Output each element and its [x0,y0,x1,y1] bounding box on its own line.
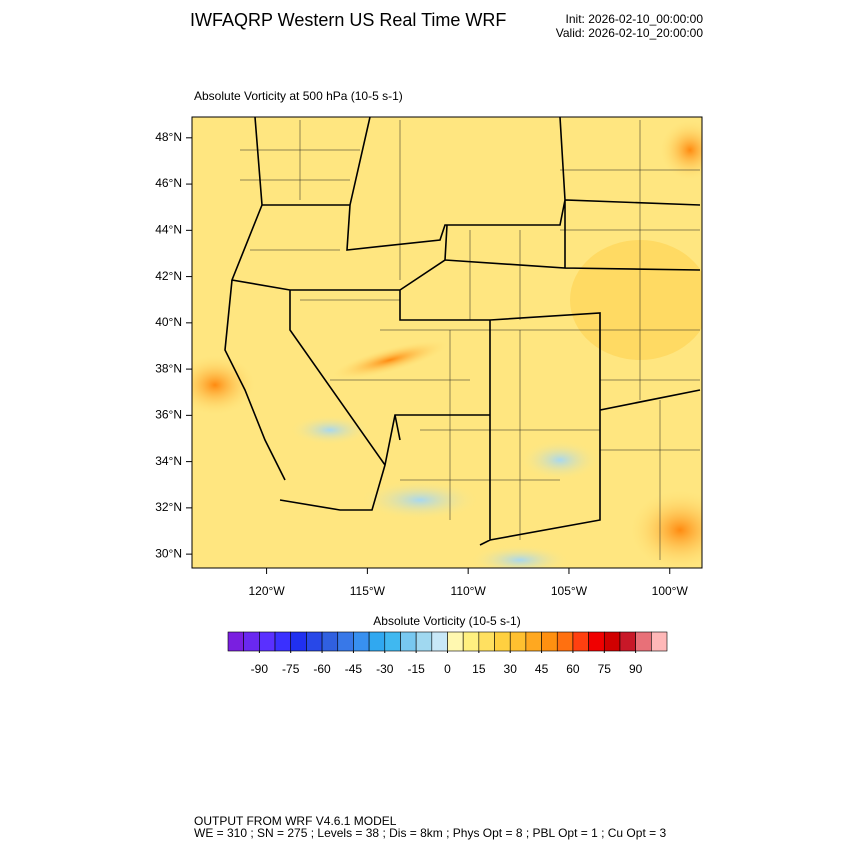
colorbar-box [431,631,448,652]
y-tick-label: 32°N [155,500,182,514]
colorbar-box [306,631,323,652]
map-field [192,117,702,568]
colorbar-box [259,631,276,652]
y-tick-label: 42°N [155,269,182,283]
colorbar-box [651,631,668,652]
x-tick-label: 120°W [249,584,286,598]
colorbar-tick-label: -15 [407,662,425,676]
colorbar-tick-label: -60 [313,662,331,676]
y-tick-label: 44°N [155,223,182,237]
subtitle: Absolute Vorticity at 500 hPa (10-5 s-1) [194,89,403,103]
colorbar-box [368,631,386,652]
y-tick-label: 48°N [155,130,182,144]
y-tick-label: 38°N [155,361,182,375]
colorbar-title: Absolute Vorticity (10-5 s-1) [373,614,520,628]
colorbar-box [635,631,652,652]
colorbar-box [415,631,433,652]
colorbar-tick-label: -75 [282,662,300,676]
colorbar-box [337,631,354,652]
y-tick-label: 40°N [155,315,182,329]
colorbar-box [572,631,589,652]
y-tick-label: 46°N [155,176,182,190]
colorbar-tick-label: -45 [345,662,363,676]
colorbar-box [588,631,605,652]
x-tick-label: 100°W [652,584,689,598]
colorbar-box [274,631,292,652]
map-frame [191,116,703,569]
colorbar-tick-label: 60 [566,662,580,676]
colorbar-box [478,631,495,652]
colorbar-box [227,631,244,652]
colorbar-box [243,631,260,652]
colorbar-tick-label: 45 [535,662,549,676]
colorbar-box [321,631,339,652]
colorbar-tick-label: -90 [251,662,269,676]
title: IWFAQRP Western US Real Time WRF [190,10,506,30]
footer-line: WE = 310 ; SN = 275 ; Levels = 38 ; Dis … [194,826,666,840]
colorbar-box [400,631,417,652]
colorbar-box [353,631,370,652]
colorbar-box [384,631,401,652]
colorbar-box [541,631,558,652]
colorbar-box [556,631,574,652]
colorbar-box [447,631,464,652]
y-tick-label: 30°N [155,546,182,560]
x-tick-label: 105°W [551,584,588,598]
y-tick-label: 34°N [155,454,182,468]
y-tick-label: 36°N [155,408,182,422]
colorbar-box [509,631,527,652]
colorbar-tick-label: 90 [629,662,643,676]
colorbar-box [619,631,636,652]
colorbar-box [525,631,542,652]
colorbar-box [462,631,480,652]
colorbar-tick-label: 75 [598,662,612,676]
colorbar-box [494,631,511,652]
init-time: Init: 2026-02-10_00:00:00 [566,12,704,26]
colorbar-tick-label: 30 [504,662,518,676]
footer-line: OUTPUT FROM WRF V4.6.1 MODEL [194,814,397,828]
colorbar-box [603,631,621,652]
colorbar-tick-label: 0 [444,662,451,676]
colorbar-tick-label: -30 [376,662,394,676]
valid-time: Valid: 2026-02-10_20:00:00 [556,26,704,40]
x-tick-label: 115°W [350,584,386,598]
colorbar-box [290,631,307,652]
x-tick-label: 110°W [451,584,487,598]
colorbar-tick-label: 15 [472,662,486,676]
